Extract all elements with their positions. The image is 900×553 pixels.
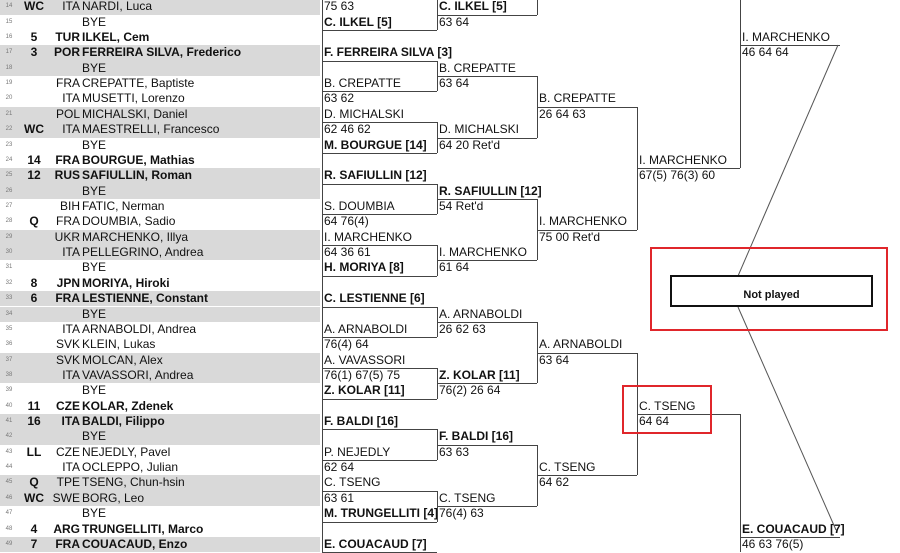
diagonal-connector-top: [738, 45, 838, 276]
diagonal-connector-bottom: [738, 307, 836, 530]
highlight-box-tseng: [622, 385, 712, 434]
not-played-box: Not played: [670, 275, 873, 307]
not-played-label: Not played: [672, 288, 871, 303]
